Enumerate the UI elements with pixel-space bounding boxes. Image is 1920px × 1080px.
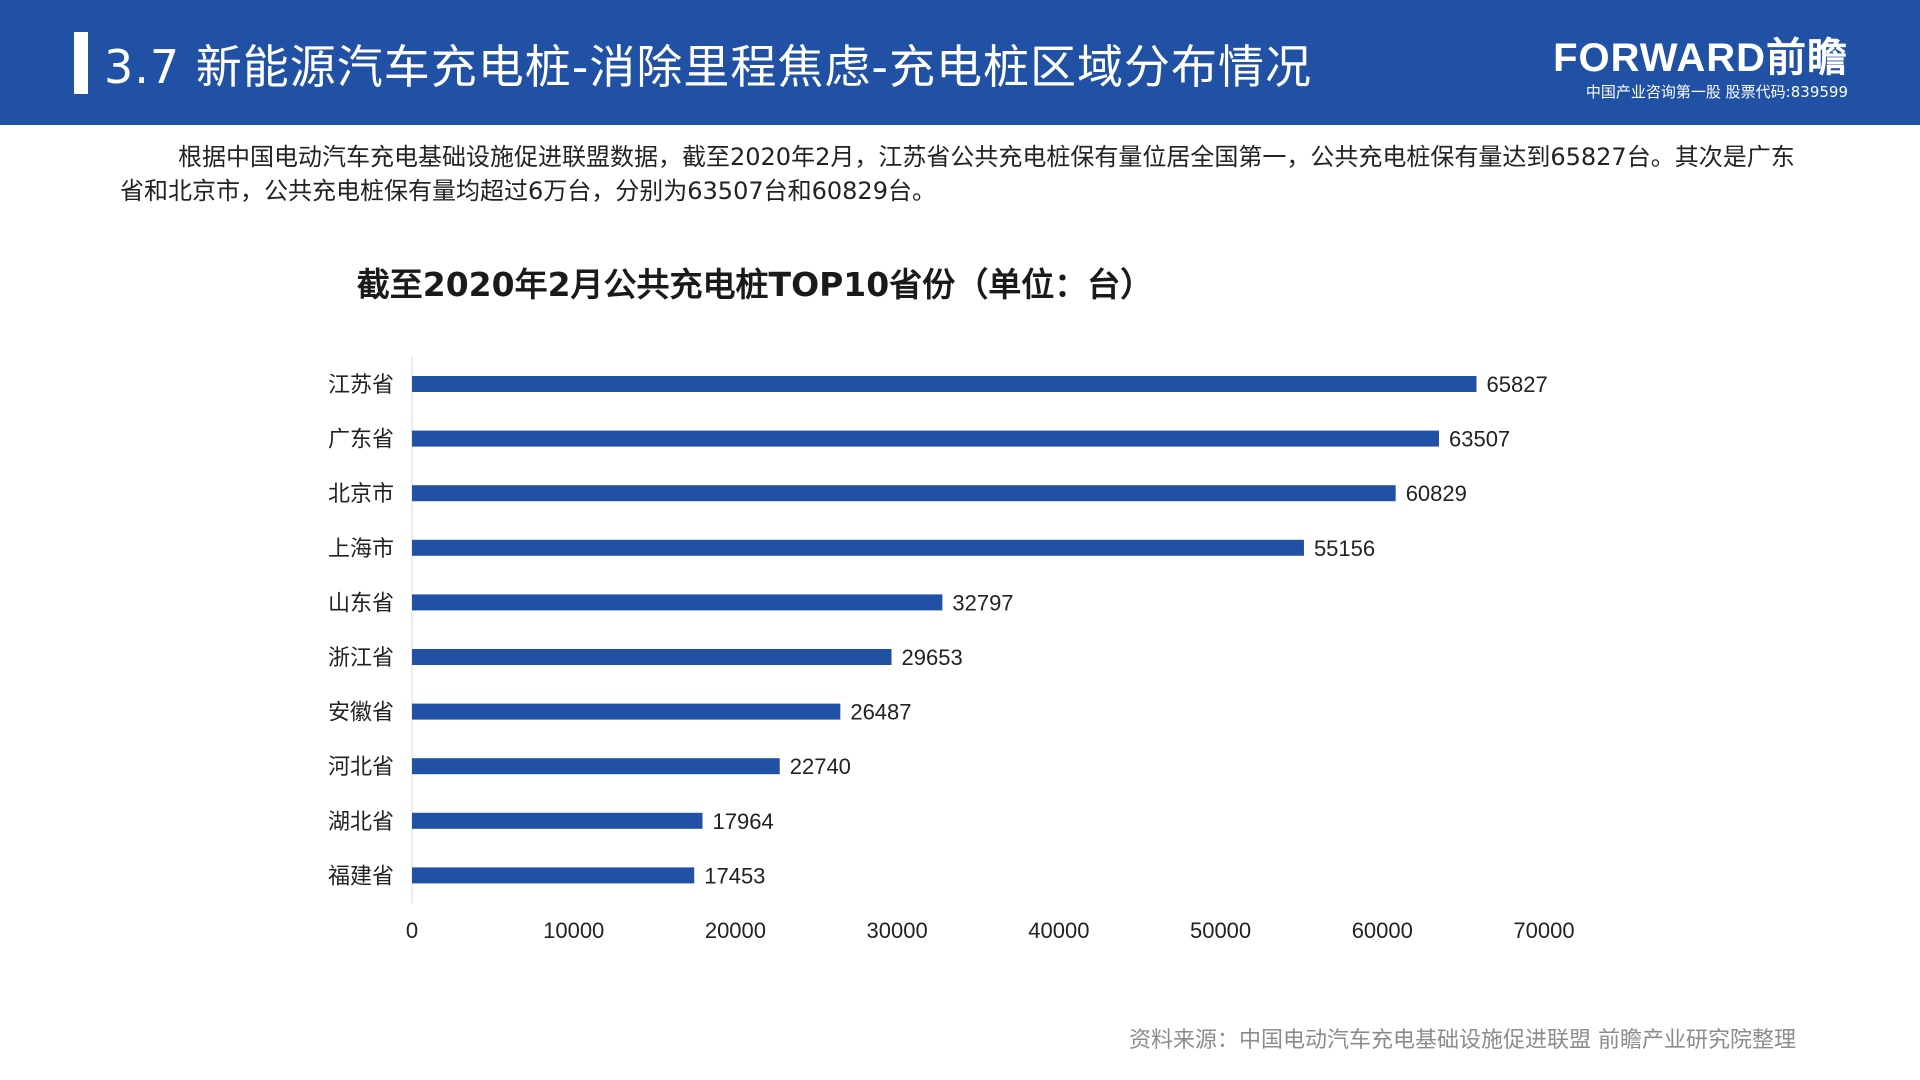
forward-logo: FORWARD前瞻 中国产业咨询第一股 股票代码:839599: [1548, 36, 1848, 102]
x-tick-label: 10000: [543, 918, 604, 943]
category-label: 山东省: [328, 591, 394, 616]
bar: [412, 703, 841, 720]
bar: [412, 376, 1477, 392]
title-accent-bar: [74, 32, 88, 94]
category-label: 广东省: [328, 428, 394, 453]
bar: [412, 485, 1396, 502]
x-tick-label: 50000: [1190, 918, 1251, 943]
bar: [412, 867, 695, 884]
bar: [412, 649, 892, 665]
data-label: 63507: [1449, 427, 1510, 452]
data-label: 60829: [1406, 481, 1467, 506]
category-label: 安徽省: [328, 701, 394, 726]
data-label: 65827: [1487, 372, 1548, 397]
header-banner: 3.7 新能源汽车充电桩-消除里程焦虑-充电桩区域分布情况 FORWARD前瞻 …: [0, 0, 1920, 125]
bar: [412, 430, 1439, 447]
bar: [412, 812, 703, 829]
data-label: 22740: [790, 754, 851, 779]
data-label: 29653: [902, 645, 963, 670]
category-label: 江苏省: [328, 373, 394, 398]
x-tick-label: 40000: [1028, 918, 1089, 943]
category-label: 北京市: [328, 482, 394, 507]
category-label: 湖北省: [328, 810, 394, 835]
logo-tagline: 中国产业咨询第一股 股票代码:839599: [1585, 83, 1848, 101]
chart-title: 截至2020年2月公共充电桩TOP10省份（单位：台）: [356, 265, 1154, 304]
source-note: 资料来源：中国电动汽车充电基础设施促进联盟 前瞻产业研究院整理: [1129, 1028, 1796, 1053]
page-title: 3.7 新能源汽车充电桩-消除里程焦虑-充电桩区域分布情况: [104, 40, 1312, 94]
data-label: 26487: [850, 700, 911, 725]
bar: [412, 758, 780, 775]
category-label: 河北省: [328, 755, 394, 780]
intro-text: 根据中国电动汽车充电基础设施促进联盟数据，截至2020年2月，江苏省公共充电桩保…: [120, 143, 1795, 205]
x-tick-label: 0: [406, 918, 418, 943]
data-label: 17453: [704, 863, 765, 888]
bar: [412, 539, 1304, 556]
category-label: 上海市: [328, 537, 394, 562]
x-tick-label: 20000: [705, 918, 766, 943]
x-tick-label: 70000: [1513, 918, 1574, 943]
bar: [412, 594, 943, 611]
x-tick-label: 30000: [867, 918, 928, 943]
x-tick-label: 60000: [1352, 918, 1413, 943]
category-label: 浙江省: [328, 646, 394, 671]
category-label: 福建省: [328, 864, 394, 889]
data-label: 17964: [713, 809, 774, 834]
intro-paragraph: 根据中国电动汽车充电基础设施促进联盟数据，截至2020年2月，江苏省公共充电桩保…: [120, 140, 1810, 208]
logo-wordmark: FORWARD前瞻: [1553, 36, 1848, 80]
data-label: 55156: [1314, 536, 1375, 561]
data-label: 32797: [952, 590, 1013, 615]
